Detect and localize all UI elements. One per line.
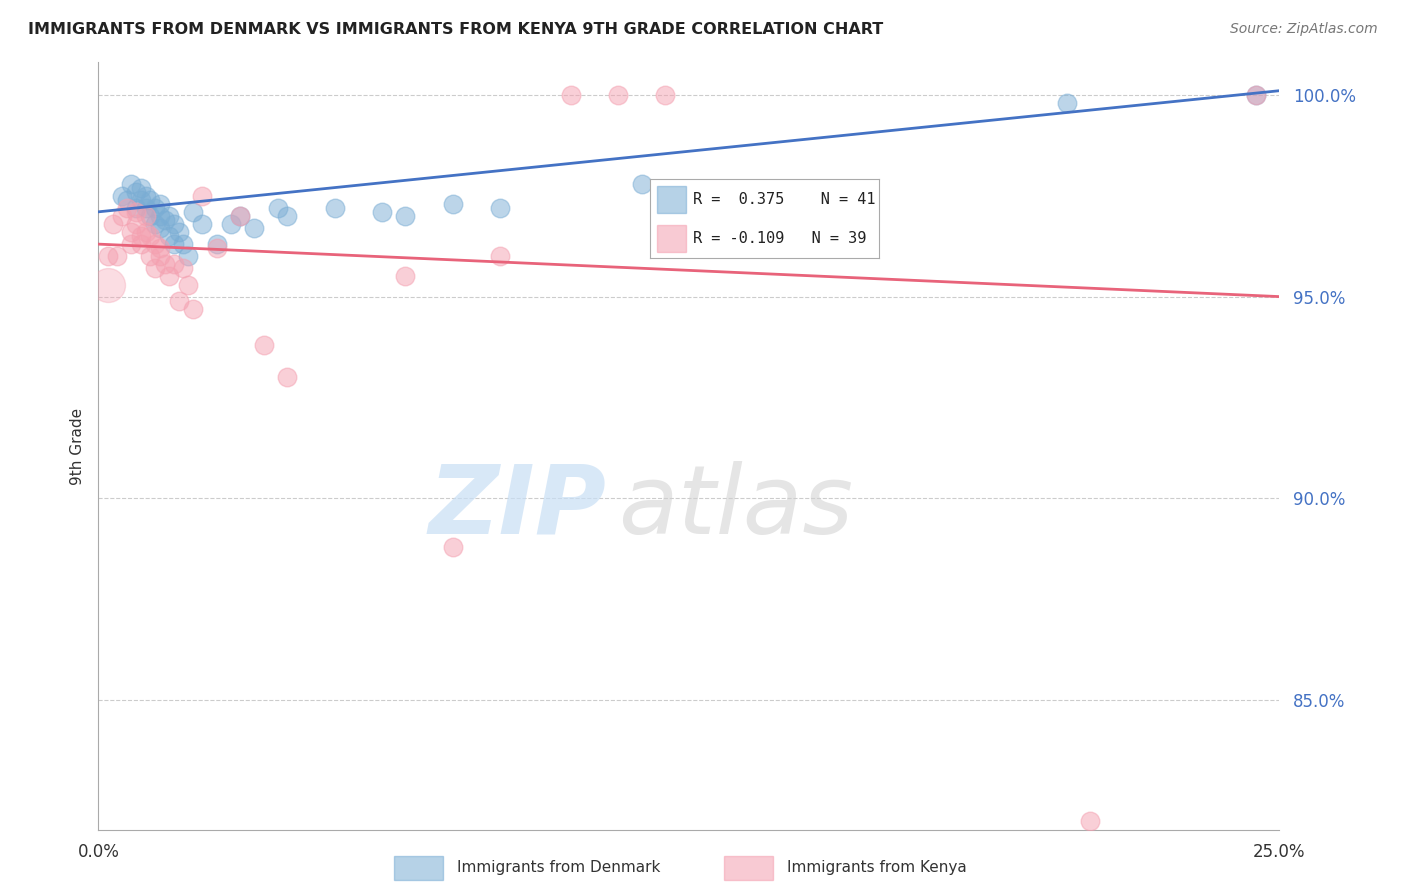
Point — [115, 201, 138, 215]
Point — [191, 188, 214, 202]
Point — [97, 277, 120, 292]
Point — [149, 241, 172, 255]
Point — [129, 180, 152, 194]
Point — [139, 229, 162, 244]
Point — [267, 201, 290, 215]
Point — [129, 229, 152, 244]
Point — [111, 188, 134, 202]
Point — [143, 261, 166, 276]
Text: Immigrants from Kenya: Immigrants from Kenya — [787, 861, 967, 875]
Text: ZIP: ZIP — [429, 461, 606, 554]
Point — [139, 193, 162, 207]
Point — [205, 237, 228, 252]
Point — [489, 201, 512, 215]
Y-axis label: 9th Grade: 9th Grade — [69, 408, 84, 484]
Point — [371, 204, 394, 219]
Point — [172, 237, 194, 252]
Point — [111, 209, 134, 223]
Point — [121, 225, 143, 239]
Point — [139, 209, 162, 223]
Point — [105, 249, 128, 263]
Point — [489, 249, 512, 263]
Point — [149, 249, 172, 263]
Point — [149, 196, 172, 211]
Bar — [657, 225, 686, 252]
Point — [167, 293, 190, 308]
Point — [129, 193, 152, 207]
Bar — [657, 186, 686, 213]
Point — [1080, 814, 1102, 829]
Point — [323, 201, 346, 215]
Point — [1244, 87, 1267, 102]
Bar — [724, 856, 773, 880]
Point — [163, 237, 186, 252]
Point — [654, 87, 676, 102]
Point — [135, 201, 157, 215]
Point — [394, 209, 416, 223]
Point — [181, 301, 204, 316]
Point — [149, 221, 172, 235]
Point — [181, 204, 204, 219]
Point — [129, 237, 152, 252]
Point — [1056, 95, 1078, 110]
Point — [157, 209, 180, 223]
Point — [172, 261, 194, 276]
Point — [253, 338, 276, 352]
Point — [243, 221, 266, 235]
Point — [149, 209, 172, 223]
Point — [177, 249, 200, 263]
Point — [125, 217, 148, 231]
Point — [153, 257, 176, 271]
Point — [135, 225, 157, 239]
Point — [229, 209, 252, 223]
Point — [1244, 87, 1267, 102]
Point — [177, 277, 200, 292]
Point — [125, 201, 148, 215]
Point — [143, 237, 166, 252]
Point — [125, 185, 148, 199]
Text: R = -0.109   N = 39: R = -0.109 N = 39 — [693, 231, 866, 246]
Text: atlas: atlas — [619, 461, 853, 554]
Point — [101, 217, 124, 231]
Point — [125, 204, 148, 219]
Point — [135, 188, 157, 202]
Point — [153, 213, 176, 227]
Point — [560, 87, 582, 102]
Point — [607, 87, 630, 102]
Point — [441, 196, 464, 211]
Point — [205, 241, 228, 255]
Point — [167, 225, 190, 239]
Point — [163, 217, 186, 231]
Point — [630, 177, 652, 191]
Point — [394, 269, 416, 284]
Point — [121, 177, 143, 191]
Point — [229, 209, 252, 223]
Point — [135, 209, 157, 223]
Point — [97, 249, 120, 263]
Text: Source: ZipAtlas.com: Source: ZipAtlas.com — [1230, 22, 1378, 37]
Point — [163, 257, 186, 271]
Text: IMMIGRANTS FROM DENMARK VS IMMIGRANTS FROM KENYA 9TH GRADE CORRELATION CHART: IMMIGRANTS FROM DENMARK VS IMMIGRANTS FR… — [28, 22, 883, 37]
Point — [219, 217, 242, 231]
Point — [191, 217, 214, 231]
Text: R =  0.375    N = 41: R = 0.375 N = 41 — [693, 192, 876, 207]
Point — [143, 201, 166, 215]
Point — [143, 217, 166, 231]
Point — [276, 209, 298, 223]
Point — [772, 201, 794, 215]
Text: Immigrants from Denmark: Immigrants from Denmark — [457, 861, 661, 875]
Point — [157, 229, 180, 244]
Point — [276, 370, 298, 384]
Point — [139, 249, 162, 263]
Point — [121, 237, 143, 252]
Point — [441, 540, 464, 554]
Bar — [394, 856, 443, 880]
Point — [157, 269, 180, 284]
Point — [115, 193, 138, 207]
